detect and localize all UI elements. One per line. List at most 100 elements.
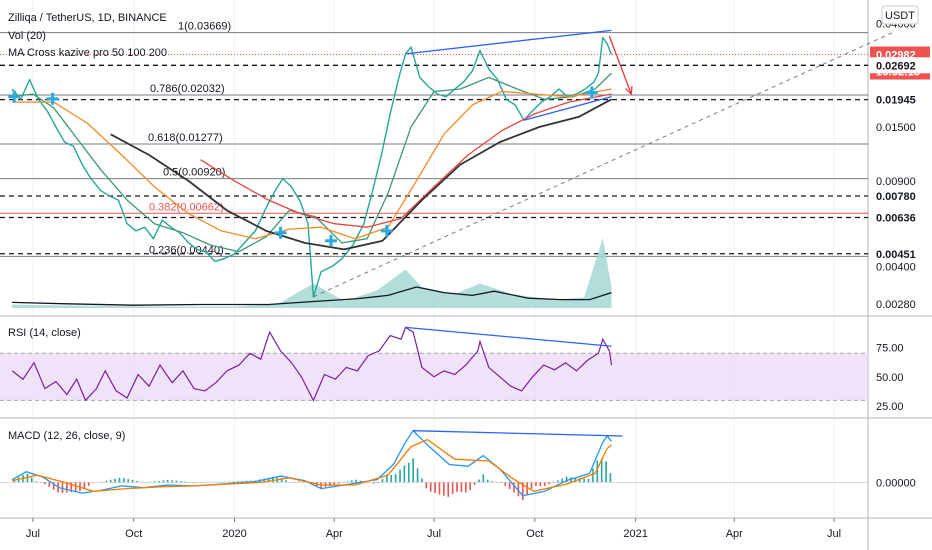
price-label-bg (870, 91, 930, 108)
macd-histogram-bar (381, 478, 384, 483)
macd-trendline (413, 430, 623, 437)
rsi-tick-label: 50.00 (876, 372, 904, 384)
price-label-text: 0.02692 (876, 60, 916, 72)
macd-histogram-bar (131, 479, 134, 483)
price-tick-label: 0.00900 (876, 176, 916, 188)
price-label-text: 0.00451 (876, 249, 916, 261)
macd-histogram-bar (535, 482, 537, 486)
macd-histogram-bar (429, 482, 432, 492)
macd-histogram-bar (355, 479, 357, 483)
macd-histogram-bar (539, 482, 542, 487)
price-label-bg (870, 209, 930, 226)
macd-histogram-bar (285, 480, 287, 483)
price-label-bg (870, 57, 930, 74)
macd-histogram-bar (294, 481, 296, 483)
series-close (11, 36, 613, 298)
macd-histogram-bar (337, 482, 340, 484)
fib-level-label: 0.618(0.01277) (148, 132, 223, 144)
macd-histogram-bar (548, 482, 550, 485)
macd-histogram-bar (48, 482, 51, 488)
macd-histogram-bar (377, 482, 379, 484)
macd-histogram-bar (372, 482, 375, 484)
macd-histogram-bar (153, 481, 156, 483)
price-label-bg (870, 245, 930, 262)
forecast-arrow (608, 35, 632, 95)
macd-histogram-bar (596, 460, 599, 483)
rsi-trendline (405, 326, 612, 347)
macd-histogram-bar (403, 465, 406, 483)
macd-histogram-bar (223, 481, 226, 483)
time-tick-label: 2021 (623, 528, 647, 540)
macd-histogram-bar (394, 473, 397, 483)
macd-histogram-bar (456, 482, 458, 492)
macd-histogram-bar (123, 477, 125, 483)
macd-histogram-bar (180, 481, 182, 483)
currency-button[interactable]: USDT (881, 5, 919, 25)
macd-histogram-bar (609, 473, 612, 483)
time-tick-label: Jul (26, 528, 40, 540)
macd-histogram-bar (543, 482, 546, 487)
macd-title: MACD (12, 26, close, 9) (8, 430, 125, 442)
price-label-text: 0.00636 (876, 213, 916, 225)
macd-histogram-bar (232, 481, 235, 483)
macd-histogram-bar (530, 482, 533, 489)
macd-histogram-bar (460, 482, 463, 493)
symbol-title: Zilliqa / TetherUS, 1D, BINANCE (8, 12, 167, 24)
macd-histogram-bar (447, 482, 450, 497)
time-tick-label: Apr (726, 528, 743, 540)
macd-histogram-bar (26, 473, 29, 483)
price-pane: 1(0.03669) 0.786(0.02032) 0.618(0.01277) 0.… (0, 21, 895, 308)
macd-histogram-bar (35, 481, 37, 483)
macd-histogram-bar (504, 482, 507, 487)
macd-histogram-bar (434, 482, 436, 494)
macd-histogram-bar (561, 478, 564, 483)
macd-histogram-bar (184, 481, 187, 483)
macd-histogram-bar (351, 480, 353, 483)
cross-marker (329, 234, 333, 247)
time-tick-label: Jul (827, 528, 841, 540)
rsi-title: RSI (14, close) (8, 327, 81, 339)
volume-ma-line (12, 286, 612, 306)
macd-histogram-bar (587, 478, 590, 483)
macd-histogram-bar (482, 474, 485, 483)
macd-histogram-bar (302, 481, 305, 483)
cross-marker (590, 86, 594, 99)
macd-histogram-bar (412, 458, 414, 483)
macd-histogram-bar (175, 480, 178, 483)
macd-histogram-bar (513, 482, 515, 493)
price-tick-label: 0.00400 (876, 261, 916, 273)
macd-histogram-bar (87, 482, 90, 486)
macd-histogram-bar (118, 477, 121, 483)
forecast-arrowhead (625, 86, 633, 96)
macd-histogram-bar (162, 480, 165, 483)
price-label-box: 0.00451 (870, 245, 930, 262)
series-ma-100 (12, 88, 612, 240)
macd-histogram-bar (451, 482, 454, 494)
macd-histogram-bar (171, 480, 173, 483)
fib-level-label: 0.786(0.02032) (150, 83, 225, 95)
time-tick-label: Oct (125, 528, 142, 540)
time-tick-label: Jul (427, 528, 441, 540)
macd-histogram-bar (70, 482, 73, 493)
rsi-tick-label: 75.00 (876, 342, 904, 354)
price-axis: 0.040000.015000.009000.004000.002800.029… (870, 19, 930, 311)
series-ma-50 (12, 72, 612, 253)
macd-histogram-bar (333, 482, 336, 485)
macd-histogram-bar (267, 478, 270, 483)
macd-histogram-bar (136, 480, 138, 483)
price-label-box: 0.00636 (870, 209, 930, 226)
volume-area (12, 238, 612, 308)
macd-histogram-bar (237, 481, 239, 483)
cross-marker (12, 90, 16, 103)
price-label-bg (870, 187, 930, 204)
macd-histogram-bar (114, 478, 116, 483)
macd-histogram-bar (605, 461, 607, 483)
macd-histogram-bar (61, 482, 64, 494)
macd-pane: 0.00000 (0, 429, 916, 501)
currency-label: USDT (885, 10, 915, 22)
macd-histogram-bar (74, 482, 77, 492)
series-ma-200 (200, 93, 612, 228)
macd-histogram-bar (565, 476, 568, 483)
time-tick-label: 2020 (222, 528, 246, 540)
